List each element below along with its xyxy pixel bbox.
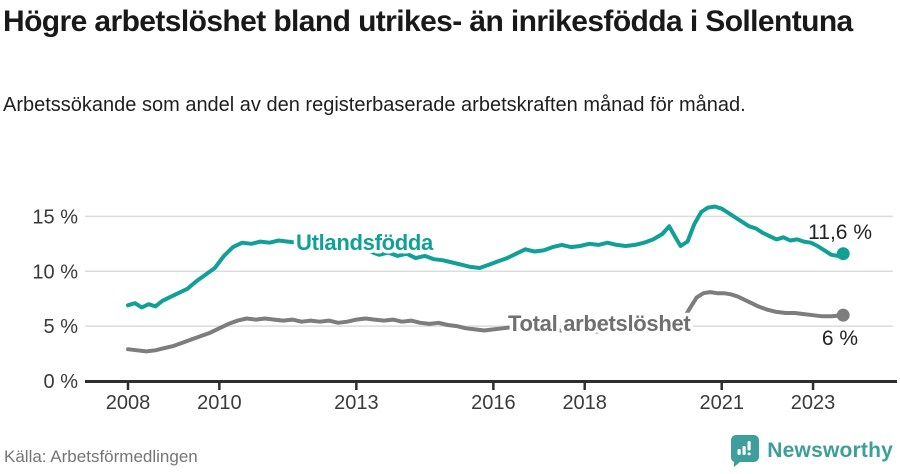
y-tick-label: 10 % [32, 261, 78, 283]
chart-title: Högre arbetslöshet bland utrikes- än inr… [3, 5, 853, 38]
x-tick-label: 2008 [106, 392, 151, 414]
x-tick-label: 2016 [471, 392, 516, 414]
x-tick-label: 2021 [699, 392, 744, 414]
newsworthy-logo-icon [731, 435, 760, 467]
series-line-utlandsfodda [126, 204, 846, 310]
x-tick-label: 2018 [562, 392, 607, 414]
end-value-label-total: 6 % [822, 327, 858, 350]
series-label-total: Total arbetslöshet [508, 311, 691, 336]
series-line-total [126, 290, 846, 354]
y-tick-label: 0 % [44, 371, 79, 393]
x-tick-label: 2010 [197, 392, 242, 414]
source-attribution: Källa: Arbetsförmedlingen [4, 447, 198, 466]
series-end-dot-utlandsfodda [836, 247, 850, 261]
series-label-utlandsfodda: Utlandsfödda [296, 230, 434, 255]
series-end-dot-total [836, 308, 850, 322]
y-tick-label: 15 % [32, 206, 78, 228]
chart-subtitle: Arbetssökande som andel av den registerb… [3, 94, 746, 116]
x-tick-label: 2013 [334, 392, 379, 414]
end-value-label-utlandsfodda: 11,6 % [808, 221, 872, 244]
newsworthy-brand: Newsworthy [731, 435, 893, 467]
newsworthy-wordmark: Newsworthy [767, 439, 893, 462]
x-tick-label: 2023 [791, 392, 836, 414]
y-tick-label: 5 % [44, 316, 79, 338]
